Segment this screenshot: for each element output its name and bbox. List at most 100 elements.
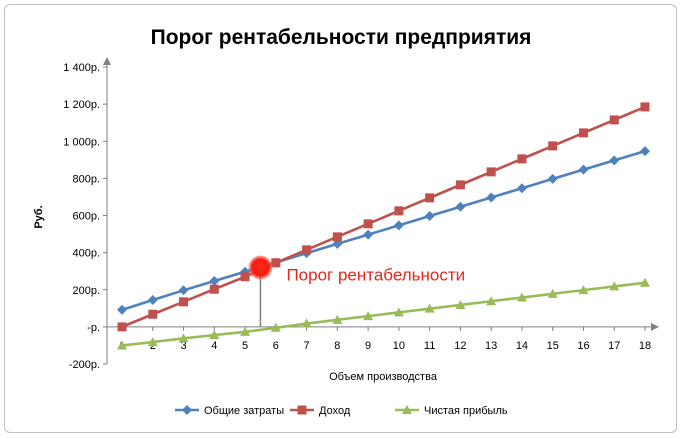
x-tick-label: 8 bbox=[334, 340, 340, 352]
x-tick-label: 6 bbox=[273, 340, 279, 352]
y-axis-arrow bbox=[103, 57, 111, 65]
data-point bbox=[209, 330, 220, 340]
break-even-point bbox=[248, 255, 273, 280]
data-point bbox=[301, 318, 312, 328]
y-tick-label: -200р. bbox=[69, 359, 100, 371]
data-point bbox=[394, 206, 404, 216]
x-tick-label: 12 bbox=[454, 340, 466, 352]
data-point bbox=[455, 299, 466, 309]
series-layer bbox=[117, 102, 650, 350]
data-point bbox=[240, 272, 250, 282]
data-point bbox=[363, 219, 373, 229]
series-line bbox=[121, 281, 646, 347]
legend-marker bbox=[182, 405, 192, 415]
chart-title: Порог рентабельности предприятия bbox=[151, 26, 532, 49]
legend: Общие затраты Доход Чистая прибыль bbox=[175, 405, 508, 417]
data-point bbox=[486, 167, 496, 177]
axes bbox=[103, 57, 659, 364]
legend-label: Доход bbox=[319, 405, 351, 417]
data-point bbox=[332, 232, 342, 242]
y-tick-label: 800р. bbox=[72, 173, 100, 185]
data-point bbox=[640, 277, 650, 287]
x-tick-label: 17 bbox=[608, 340, 620, 352]
chart-frame bbox=[4, 4, 677, 433]
x-tick-label: 4 bbox=[211, 340, 217, 352]
data-point bbox=[517, 154, 527, 164]
x-tick-label: 13 bbox=[485, 340, 497, 352]
legend-marker bbox=[297, 405, 307, 415]
data-point bbox=[486, 296, 497, 306]
legend-item: Общие затраты bbox=[175, 405, 284, 417]
x-tick-label: 15 bbox=[547, 340, 559, 352]
x-axis-label: Объем производства bbox=[329, 371, 438, 383]
annotation-layer: Порог рентабельности bbox=[248, 255, 465, 327]
data-point bbox=[363, 311, 374, 321]
x-tick-label: 5 bbox=[242, 340, 248, 352]
y-tick-label: 1 000р. bbox=[63, 136, 100, 148]
data-point bbox=[147, 337, 158, 347]
legend-label: Чистая прибыль bbox=[424, 405, 508, 417]
data-point bbox=[147, 294, 158, 305]
series-line bbox=[121, 105, 646, 329]
data-point bbox=[332, 314, 343, 324]
data-point bbox=[455, 201, 466, 212]
data-point bbox=[240, 326, 251, 336]
x-tick-label: 11 bbox=[424, 340, 435, 352]
series-line bbox=[121, 149, 646, 312]
y-tick-label: 1 200р. bbox=[63, 99, 100, 111]
x-tick-label: 7 bbox=[304, 340, 310, 352]
y-tick-label: 400р. bbox=[72, 248, 100, 260]
x-axis-arrow bbox=[651, 322, 659, 331]
y-tick-label: 200р. bbox=[72, 285, 100, 297]
break-even-label: Порог рентабельности bbox=[286, 265, 465, 284]
x-tick-label: 3 bbox=[180, 340, 186, 352]
y-tick-label: -р. bbox=[87, 322, 100, 334]
data-point bbox=[486, 192, 497, 203]
legend-item: Доход bbox=[290, 405, 351, 417]
y-axis-ticks: -200р. -р. 200р. 400р. 600р. 800р. 1 000р. 1 20… bbox=[63, 62, 107, 371]
y-tick-label: 600р. bbox=[72, 211, 100, 223]
data-point bbox=[424, 303, 435, 313]
data-point bbox=[578, 128, 588, 138]
data-point bbox=[148, 309, 158, 319]
data-point bbox=[178, 285, 189, 296]
data-point bbox=[209, 276, 220, 287]
data-point bbox=[117, 304, 127, 315]
data-point bbox=[393, 307, 404, 317]
data-point bbox=[609, 155, 620, 166]
x-tick-label: 9 bbox=[365, 340, 371, 352]
data-point bbox=[547, 173, 558, 184]
data-point bbox=[332, 238, 343, 249]
data-point bbox=[640, 102, 650, 112]
data-point bbox=[609, 281, 620, 291]
y-axis-label: Руб. bbox=[33, 205, 45, 228]
x-tick-label: 18 bbox=[639, 340, 651, 352]
x-tick-label: 10 bbox=[393, 340, 405, 352]
data-point bbox=[302, 245, 312, 255]
data-point bbox=[516, 183, 527, 194]
data-point bbox=[179, 297, 189, 307]
y-tick-label: 1 400р. bbox=[63, 62, 100, 74]
x-tick-label: 16 bbox=[577, 340, 589, 352]
data-point bbox=[578, 164, 589, 175]
data-point bbox=[363, 229, 374, 240]
x-axis-ticks: 123456789101112131415161718 bbox=[119, 326, 651, 352]
data-point bbox=[270, 322, 281, 332]
data-point bbox=[117, 322, 127, 332]
data-point bbox=[393, 220, 404, 231]
data-point bbox=[640, 146, 650, 157]
x-tick-label: 14 bbox=[516, 340, 528, 352]
legend-item: Чистая прибыль bbox=[395, 405, 508, 417]
data-point bbox=[209, 284, 219, 294]
data-point bbox=[117, 340, 127, 350]
data-point bbox=[271, 258, 281, 268]
legend-label: Общие затраты bbox=[204, 405, 284, 417]
data-point bbox=[425, 193, 435, 203]
data-point bbox=[455, 180, 465, 190]
data-point bbox=[578, 285, 589, 295]
legend-marker bbox=[402, 405, 412, 414]
data-point bbox=[516, 292, 527, 302]
data-point bbox=[178, 333, 189, 343]
data-point bbox=[547, 288, 558, 298]
